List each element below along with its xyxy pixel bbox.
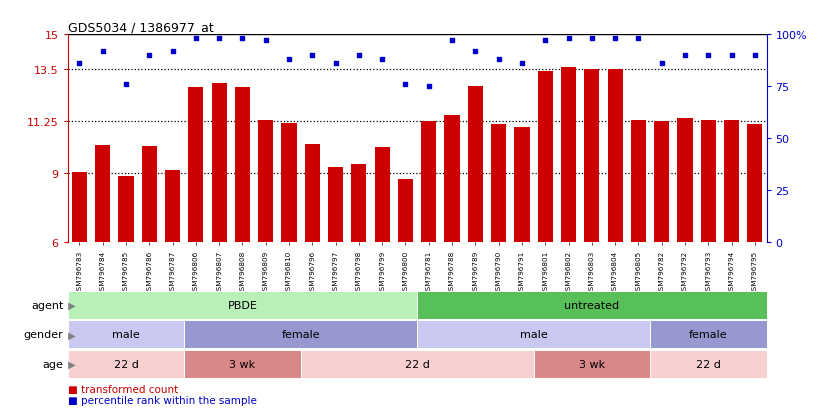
Bar	[68, 350, 184, 378]
Bar	[328, 168, 343, 242]
Text: ■ transformed count: ■ transformed count	[68, 385, 178, 394]
Bar	[421, 121, 436, 242]
Point	[96, 48, 109, 55]
Bar	[584, 70, 600, 242]
Bar	[282, 124, 297, 242]
Bar	[188, 88, 203, 242]
Bar	[631, 120, 646, 242]
Bar	[184, 350, 301, 378]
Point	[329, 61, 342, 67]
Point	[399, 81, 412, 88]
Bar	[165, 171, 180, 242]
Point	[562, 36, 575, 43]
Bar	[375, 148, 390, 242]
Bar	[677, 119, 692, 242]
Point	[655, 61, 668, 67]
Point	[702, 52, 715, 59]
Point	[306, 52, 319, 59]
Bar	[305, 145, 320, 242]
Point	[678, 52, 691, 59]
Bar	[398, 179, 413, 242]
Bar	[259, 120, 273, 242]
Bar	[650, 320, 767, 349]
Point	[143, 52, 156, 59]
Bar	[184, 320, 417, 349]
Text: ▶: ▶	[65, 300, 76, 310]
Text: 3 wk: 3 wk	[579, 359, 605, 369]
Point	[376, 57, 389, 63]
Bar	[68, 320, 184, 349]
Text: untreated: untreated	[564, 300, 620, 310]
Point	[422, 83, 435, 90]
Bar	[538, 72, 553, 242]
Bar	[142, 147, 157, 242]
Point	[725, 52, 738, 59]
Point	[586, 36, 599, 43]
Text: ▶: ▶	[65, 330, 76, 339]
Bar	[491, 125, 506, 242]
Bar	[534, 350, 650, 378]
Bar	[468, 87, 483, 242]
Bar	[561, 67, 576, 242]
Bar	[118, 177, 134, 242]
Point	[120, 81, 133, 88]
Bar	[301, 350, 534, 378]
Text: male: male	[112, 330, 140, 339]
Text: 3 wk: 3 wk	[230, 359, 255, 369]
Bar	[444, 116, 459, 242]
Text: GDS5034 / 1386977_at: GDS5034 / 1386977_at	[68, 21, 213, 34]
Bar	[417, 320, 650, 349]
Point	[492, 57, 506, 63]
Text: 22 d: 22 d	[695, 359, 721, 369]
Bar	[515, 127, 529, 242]
Bar	[235, 88, 250, 242]
Bar	[68, 291, 417, 319]
Text: PBDE: PBDE	[227, 300, 258, 310]
Text: female: female	[689, 330, 728, 339]
Point	[212, 36, 225, 43]
Point	[73, 61, 86, 67]
Text: ▶: ▶	[65, 359, 76, 369]
Text: 22 d: 22 d	[113, 359, 139, 369]
Point	[259, 38, 273, 45]
Point	[469, 48, 482, 55]
Point	[166, 48, 179, 55]
Text: ■ percentile rank within the sample: ■ percentile rank within the sample	[68, 396, 257, 406]
Bar	[72, 172, 87, 242]
Point	[282, 57, 296, 63]
Text: agent: agent	[31, 300, 64, 310]
Point	[539, 38, 552, 45]
Text: gender: gender	[24, 330, 64, 339]
Bar	[608, 70, 623, 242]
Point	[632, 36, 645, 43]
Point	[748, 52, 762, 59]
Bar	[700, 120, 716, 242]
Text: male: male	[520, 330, 548, 339]
Point	[353, 52, 366, 59]
Text: 22 d: 22 d	[405, 359, 430, 369]
Bar	[724, 120, 739, 242]
Bar	[351, 164, 367, 242]
Text: age: age	[43, 359, 64, 369]
Point	[445, 38, 458, 45]
Text: female: female	[282, 330, 320, 339]
Bar	[748, 125, 762, 242]
Bar	[654, 121, 669, 242]
Point	[515, 61, 529, 67]
Bar	[211, 83, 226, 242]
Point	[189, 36, 202, 43]
Point	[236, 36, 249, 43]
Point	[609, 36, 622, 43]
Bar	[650, 350, 767, 378]
Bar	[95, 146, 110, 242]
Bar	[417, 291, 767, 319]
